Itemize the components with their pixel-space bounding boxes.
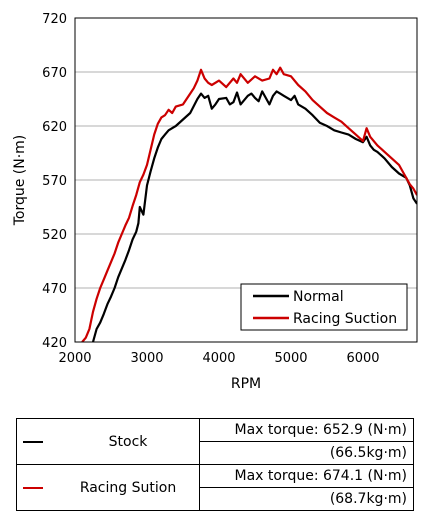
y-tick-label: 570 <box>42 174 67 189</box>
x-tick-label: 6000 <box>346 351 379 366</box>
summary-row-racing: Racing Sution Max torque: 674.1 (N·m) <box>16 464 414 511</box>
stock-max-torque-kgm: (66.5kg·m) <box>199 441 414 465</box>
x-tick-label: 3000 <box>130 351 163 366</box>
y-tick-label: 470 <box>42 282 67 297</box>
x-tick-labels: 2000 3000 4000 5000 6000 <box>58 351 379 366</box>
racing-max-torque-nm: Max torque: 674.1 (N·m) <box>199 464 414 488</box>
racing-swatch-cell <box>16 464 57 511</box>
y-tick-labels: 420 470 520 570 620 670 720 <box>42 12 67 351</box>
y-tick-label: 520 <box>42 228 67 243</box>
x-tick-label: 4000 <box>202 351 235 366</box>
plot-frame <box>74 17 418 343</box>
x-tick-label: 2000 <box>58 351 91 366</box>
y-tick-label: 720 <box>42 12 67 27</box>
y-tick-label: 420 <box>42 336 67 351</box>
y-axis-title: Torque (N·m) <box>12 135 28 227</box>
legend: Normal Racing Suction <box>240 283 408 331</box>
summary-table: Stock Max torque: 652.9 (N·m) (66.5kg·m)… <box>16 418 414 511</box>
racing-line-swatch <box>23 486 43 489</box>
series-line-normal <box>91 90 417 342</box>
legend-label-racing-suction: Racing Suction <box>293 311 397 327</box>
y-tick-label: 670 <box>42 66 67 81</box>
racing-max-torque-kgm: (68.7kg·m) <box>199 487 414 511</box>
stock-swatch-cell <box>16 418 57 465</box>
y-tick-label: 620 <box>42 120 67 135</box>
legend-label-normal: Normal <box>293 289 344 305</box>
legend-box <box>240 283 408 331</box>
summary-row-stock: Stock Max torque: 652.9 (N·m) <box>16 418 414 465</box>
x-axis-title: RPM <box>231 376 261 392</box>
series-line-racing-suction <box>81 66 417 342</box>
stock-line-swatch <box>23 440 43 443</box>
stock-max-torque-nm: Max torque: 652.9 (N·m) <box>199 418 414 442</box>
torque-chart: 420 470 520 570 620 670 720 2000 3000 4000 5000 60… <box>12 12 418 392</box>
racing-label: Racing Sution <box>57 464 200 511</box>
summary-row-racing-kgm: (68.7kg·m) <box>17 487 414 511</box>
x-tick-label: 5000 <box>274 351 307 366</box>
stock-label: Stock <box>57 418 200 465</box>
series-layer <box>81 66 417 342</box>
